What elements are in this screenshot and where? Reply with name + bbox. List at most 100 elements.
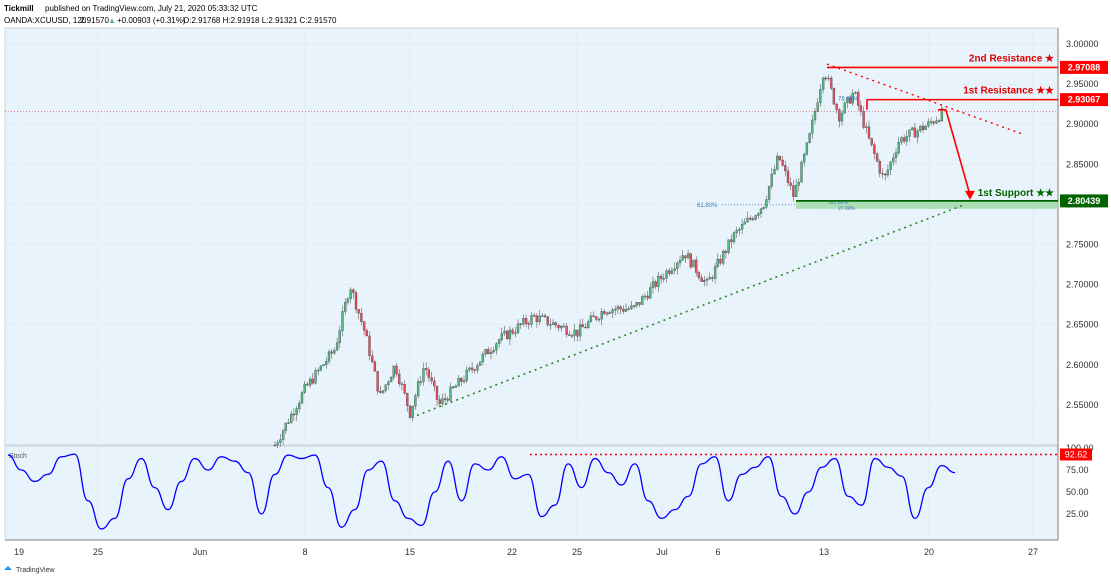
candle-body <box>811 119 814 134</box>
candle-body <box>800 161 803 183</box>
candle-body <box>684 255 687 259</box>
candle-body <box>592 315 595 318</box>
candle-body <box>935 120 938 124</box>
candle-body <box>495 343 498 351</box>
candle-body <box>454 385 458 388</box>
candle-body <box>441 398 444 404</box>
candle-body <box>641 296 644 305</box>
candle-body <box>514 332 517 334</box>
candle-body <box>608 312 611 314</box>
candle-body <box>292 413 296 416</box>
candle-body <box>776 155 779 170</box>
candle-body <box>333 349 336 354</box>
price-change: +0.00903 (+0.31%) <box>117 16 186 25</box>
candlesticks <box>273 74 944 449</box>
candle-body <box>587 321 590 328</box>
candle-body <box>419 381 422 383</box>
candle-body <box>875 153 879 162</box>
support-title: 1st Support ★★ <box>978 188 1054 199</box>
candle-body <box>881 173 884 175</box>
last-price: 2.91570 <box>80 16 109 25</box>
candle-body <box>306 383 309 386</box>
candle-body <box>524 318 528 324</box>
stoch-tick-label: 75.00 <box>1066 465 1089 475</box>
candle-body <box>427 369 431 378</box>
candle-body <box>894 152 898 158</box>
candle-body <box>649 287 652 299</box>
candle-body <box>438 399 441 404</box>
candle-body <box>452 386 455 389</box>
candle-body <box>767 186 771 200</box>
candle-body <box>287 422 290 424</box>
candle-body <box>290 413 293 423</box>
candle-body <box>460 378 463 382</box>
candle-body <box>422 368 425 382</box>
candle-body <box>470 367 474 370</box>
stoch-pane[interactable] <box>4 445 1059 541</box>
publish-info: published on TradingView.com, July 21, 2… <box>45 4 258 13</box>
candle-body <box>449 386 452 401</box>
candle-body <box>500 333 503 340</box>
candle-body <box>322 364 325 367</box>
candle-body <box>543 315 547 317</box>
fib-27-label: 27.00% <box>838 206 856 212</box>
candle-body <box>578 324 582 337</box>
candle-body <box>911 127 914 130</box>
candle-body <box>384 384 387 391</box>
time-tick-label: Jun <box>193 547 208 557</box>
time-tick-label: 6 <box>715 547 720 557</box>
candle-body <box>824 77 827 80</box>
candle-body <box>651 281 655 288</box>
candle-body <box>497 339 501 344</box>
time-tick-label: 15 <box>405 547 415 557</box>
support-zone <box>796 200 1058 209</box>
candle-body <box>713 266 717 279</box>
candle-body <box>749 217 752 220</box>
candle-body <box>533 315 536 317</box>
price-tick-label: 2.55000 <box>1066 400 1099 410</box>
candle-body <box>862 111 865 128</box>
price-tick-label: 2.95000 <box>1066 79 1099 89</box>
candle-body <box>886 169 890 176</box>
time-tick-label: 8 <box>302 547 307 557</box>
time-tick-label: 27 <box>1028 547 1038 557</box>
candle-body <box>900 137 903 143</box>
candle-body <box>927 121 930 127</box>
candle-body <box>727 239 730 253</box>
candle-body <box>327 351 331 362</box>
candle-body <box>654 281 657 287</box>
candle-body <box>554 322 557 326</box>
candle-body <box>411 406 414 418</box>
candle-body <box>819 89 822 103</box>
candle-body <box>535 315 539 323</box>
candle-body <box>751 218 755 220</box>
candle-body <box>403 384 406 394</box>
candle-body <box>387 381 390 385</box>
time-tick-label: 19 <box>14 547 24 557</box>
candle-body <box>638 302 641 305</box>
price-grid <box>5 28 1058 540</box>
time-tick-label: 20 <box>924 547 934 557</box>
candle-body <box>538 315 541 323</box>
fib-786-label: 78.60% <box>838 97 859 103</box>
tradingview-footer: TradingView <box>4 566 55 574</box>
candle-body <box>565 325 568 335</box>
support-value: 2.80439 <box>1068 196 1101 206</box>
candle-body <box>830 77 833 89</box>
candle-body <box>832 88 836 105</box>
candle-body <box>508 329 512 340</box>
candle-body <box>303 383 306 393</box>
candle-body <box>929 121 933 123</box>
candle-body <box>541 315 544 317</box>
candle-body <box>349 289 352 300</box>
candle-body <box>692 259 695 268</box>
candle-body <box>605 312 609 315</box>
candle-body <box>770 173 773 187</box>
candle-body <box>732 232 736 243</box>
candle-body <box>484 349 487 355</box>
candle-body <box>425 368 428 370</box>
candle-body <box>362 321 366 331</box>
price-pane[interactable] <box>4 27 1059 446</box>
candle-body <box>835 103 838 110</box>
